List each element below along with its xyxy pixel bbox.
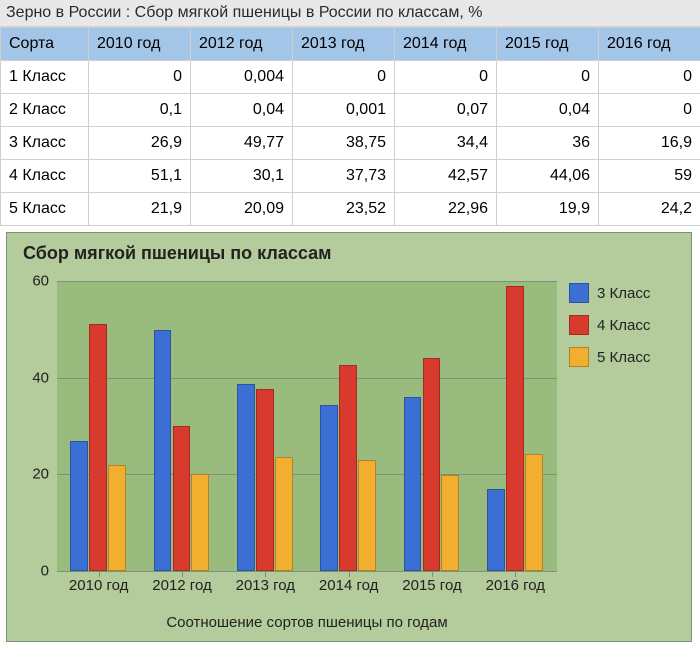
bar bbox=[506, 286, 524, 571]
bar bbox=[441, 475, 459, 571]
bar bbox=[404, 397, 422, 571]
legend-label: 4 Класс bbox=[597, 317, 650, 334]
bar bbox=[237, 384, 255, 571]
table-cell: 0,07 bbox=[395, 94, 497, 127]
bar bbox=[173, 426, 191, 571]
table-cell: 24,2 bbox=[599, 193, 700, 226]
corner-header: Сорта bbox=[1, 28, 89, 61]
legend-swatch bbox=[569, 347, 589, 367]
table-cell: 16,9 bbox=[599, 127, 700, 160]
table-row: 5 Класс21,920,0923,5222,9619,924,2 bbox=[1, 193, 700, 226]
bar bbox=[358, 460, 376, 571]
table-cell: 0 bbox=[599, 94, 700, 127]
table-cell: 19,9 bbox=[497, 193, 599, 226]
table-cell: 42,57 bbox=[395, 160, 497, 193]
col-header: 2010 год bbox=[89, 28, 191, 61]
table-cell: 44,06 bbox=[497, 160, 599, 193]
table-cell: 0 bbox=[89, 61, 191, 94]
table-cell: 0,001 bbox=[293, 94, 395, 127]
chart-panel: Сбор мягкой пшеницы по классам 020406020… bbox=[6, 232, 692, 642]
page-title: Зерно в России : Сбор мягкой пшеницы в Р… bbox=[0, 0, 700, 27]
table-cell: 0,04 bbox=[191, 94, 293, 127]
table-cell: 38,75 bbox=[293, 127, 395, 160]
table-cell: 21,9 bbox=[89, 193, 191, 226]
legend-swatch bbox=[569, 315, 589, 335]
row-header: 4 Класс bbox=[1, 160, 89, 193]
gridline bbox=[57, 571, 557, 572]
bar bbox=[320, 405, 338, 571]
bar bbox=[108, 465, 126, 571]
table-cell: 0 bbox=[497, 61, 599, 94]
col-header: 2016 год bbox=[599, 28, 700, 61]
table-cell: 0 bbox=[395, 61, 497, 94]
table-cell: 34,4 bbox=[395, 127, 497, 160]
row-header: 3 Класс bbox=[1, 127, 89, 160]
table-cell: 0 bbox=[293, 61, 395, 94]
bar bbox=[70, 441, 88, 571]
gridline bbox=[57, 281, 557, 282]
x-tick-label: 2013 год bbox=[236, 577, 295, 594]
col-header: 2013 год bbox=[293, 28, 395, 61]
table-body: 1 Класс00,00400002 Класс0,10,040,0010,07… bbox=[1, 61, 700, 226]
bar bbox=[275, 457, 293, 571]
bar bbox=[191, 474, 209, 571]
y-tick-label: 40 bbox=[32, 369, 49, 386]
table-cell: 20,09 bbox=[191, 193, 293, 226]
y-tick-label: 60 bbox=[32, 273, 49, 290]
table-cell: 36 bbox=[497, 127, 599, 160]
y-tick-label: 20 bbox=[32, 466, 49, 483]
legend-item: 3 Класс bbox=[569, 283, 679, 303]
legend-item: 5 Класс bbox=[569, 347, 679, 367]
legend-swatch bbox=[569, 283, 589, 303]
page: Зерно в России : Сбор мягкой пшеницы в Р… bbox=[0, 0, 700, 642]
table-cell: 59 bbox=[599, 160, 700, 193]
table-row: 3 Класс26,949,7738,7534,43616,9 bbox=[1, 127, 700, 160]
table-cell: 51,1 bbox=[89, 160, 191, 193]
plot-area: 02040602010 год2012 год2013 год2014 год2… bbox=[57, 281, 557, 571]
x-tick-label: 2015 год bbox=[402, 577, 461, 594]
bar bbox=[487, 489, 505, 571]
row-header: 1 Класс bbox=[1, 61, 89, 94]
col-header: 2012 год bbox=[191, 28, 293, 61]
x-tick-label: 2012 год bbox=[152, 577, 211, 594]
bar bbox=[423, 358, 441, 571]
legend-item: 4 Класс bbox=[569, 315, 679, 335]
x-tick-label: 2010 год bbox=[69, 577, 128, 594]
bar bbox=[256, 389, 274, 571]
table-cell: 0,1 bbox=[89, 94, 191, 127]
data-table: Сорта 2010 год 2012 год 2013 год 2014 го… bbox=[0, 27, 700, 226]
table-cell: 22,96 bbox=[395, 193, 497, 226]
legend-label: 3 Класс bbox=[597, 285, 650, 302]
gridline bbox=[57, 474, 557, 475]
x-axis-title: Соотношение сортов пшеницы по годам bbox=[57, 614, 557, 631]
table-cell: 49,77 bbox=[191, 127, 293, 160]
table-header-row: Сорта 2010 год 2012 год 2013 год 2014 го… bbox=[1, 28, 700, 61]
y-tick-label: 0 bbox=[41, 563, 49, 580]
row-header: 5 Класс bbox=[1, 193, 89, 226]
bar bbox=[525, 454, 543, 571]
bar bbox=[339, 365, 357, 571]
legend: 3 Класс 4 Класс 5 Класс bbox=[569, 283, 679, 379]
table-cell: 0,004 bbox=[191, 61, 293, 94]
table-cell: 26,9 bbox=[89, 127, 191, 160]
table-row: 4 Класс51,130,137,7342,5744,0659 bbox=[1, 160, 700, 193]
chart-title: Сбор мягкой пшеницы по классам bbox=[23, 243, 331, 264]
table-cell: 0 bbox=[599, 61, 700, 94]
x-tick-label: 2014 год bbox=[319, 577, 378, 594]
table-cell: 23,52 bbox=[293, 193, 395, 226]
bar bbox=[154, 330, 172, 571]
table-cell: 0,04 bbox=[497, 94, 599, 127]
table-cell: 37,73 bbox=[293, 160, 395, 193]
x-tick-label: 2016 год bbox=[486, 577, 545, 594]
table-row: 1 Класс00,0040000 bbox=[1, 61, 700, 94]
col-header: 2014 год bbox=[395, 28, 497, 61]
gridline bbox=[57, 378, 557, 379]
bar bbox=[89, 324, 107, 571]
row-header: 2 Класс bbox=[1, 94, 89, 127]
table-row: 2 Класс0,10,040,0010,070,040 bbox=[1, 94, 700, 127]
legend-label: 5 Класс bbox=[597, 349, 650, 366]
col-header: 2015 год bbox=[497, 28, 599, 61]
table-cell: 30,1 bbox=[191, 160, 293, 193]
